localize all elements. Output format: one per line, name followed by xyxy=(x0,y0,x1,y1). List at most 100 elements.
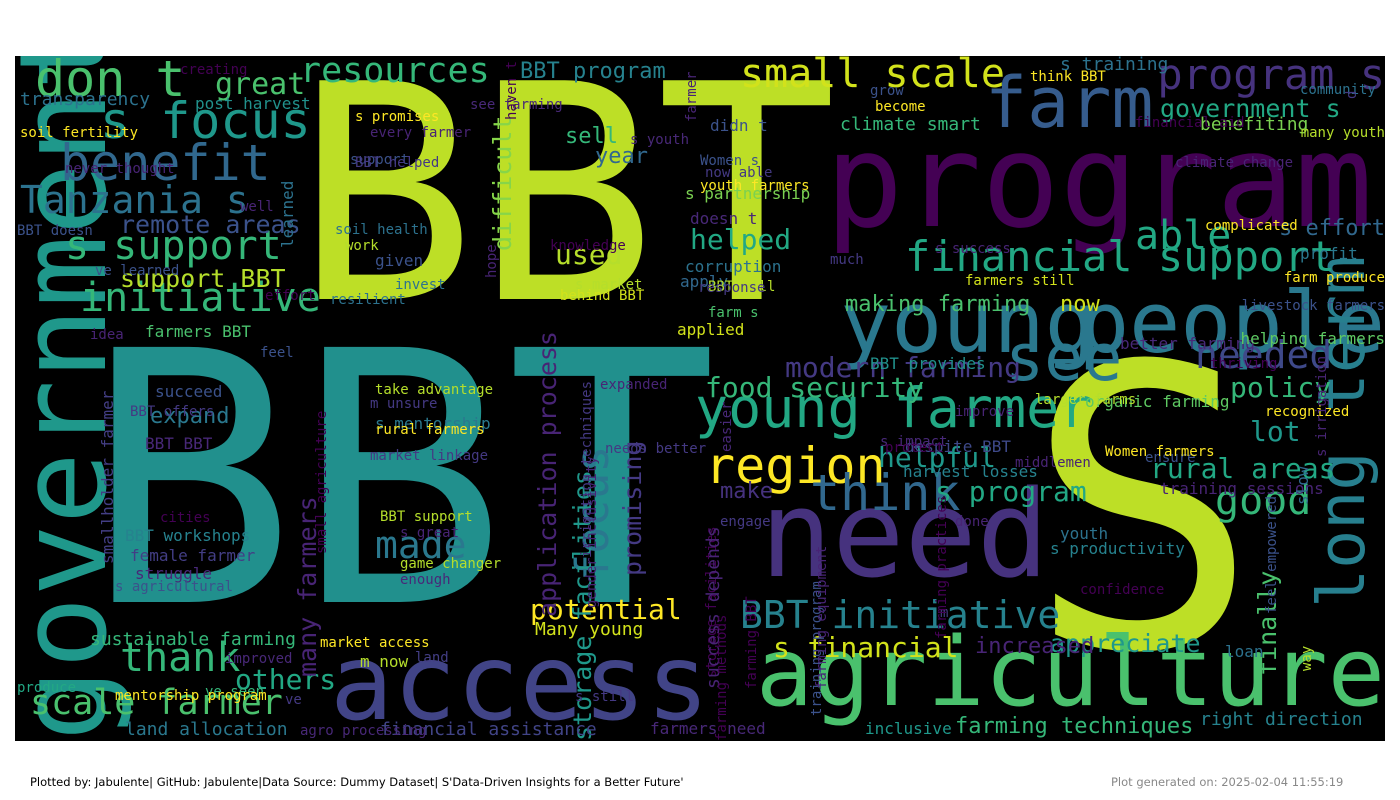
cloud-word: now xyxy=(1060,292,1100,317)
cloud-word: farmer xyxy=(684,71,700,122)
cloud-word: protect xyxy=(885,440,945,456)
cloud-word: invest xyxy=(395,277,446,293)
cloud-word: much xyxy=(830,252,864,268)
cloud-word: s financial xyxy=(773,631,959,664)
cloud-word: m xyxy=(940,605,949,621)
cloud-word: helped xyxy=(690,223,792,256)
cloud-word: Women s xyxy=(700,153,760,169)
cloud-word: thank xyxy=(120,635,241,681)
cloud-word: farming practices xyxy=(934,495,950,639)
cloud-word: succeed xyxy=(155,382,223,401)
cloud-word: farm produce xyxy=(1283,270,1385,286)
cloud-word: people xyxy=(1077,274,1385,373)
cloud-word: every farmer xyxy=(370,125,472,141)
cloud-word: thriving xyxy=(1210,356,1278,372)
cloud-word: effort xyxy=(265,288,316,304)
cloud-word: s market xyxy=(575,277,643,293)
cloud-word: right direction xyxy=(1200,709,1363,730)
cloud-word: confidence xyxy=(1080,582,1165,598)
cloud-word: improve xyxy=(955,404,1015,420)
cloud-word: post harvest xyxy=(195,94,311,113)
cloud-word: s promises xyxy=(355,109,440,125)
cloud-word: improved xyxy=(225,651,293,667)
cloud-word: middlemen xyxy=(1015,455,1091,471)
cloud-word: potential xyxy=(530,593,682,626)
cloud-word: cities xyxy=(160,510,211,526)
cloud-word: remote areas xyxy=(120,210,301,239)
cloud-word: larger farms xyxy=(1035,392,1137,408)
cloud-word: s productivity xyxy=(1050,539,1185,558)
cloud-word: BBT program xyxy=(520,59,666,84)
cloud-word: BBT will xyxy=(708,279,776,295)
cloud-word: land allocation xyxy=(125,719,288,740)
cloud-word: lot xyxy=(1250,415,1301,448)
cloud-word: s impact xyxy=(880,434,948,450)
cloud-word: access xyxy=(330,622,710,741)
cloud-word: BBT provides xyxy=(870,354,986,373)
cloud-word: agro processing xyxy=(300,723,427,739)
cloud-word: farming methods xyxy=(714,614,730,741)
cloud-word: application process xyxy=(533,331,562,617)
cloud-word: program xyxy=(825,105,1373,257)
cloud-word: year xyxy=(595,144,648,169)
cloud-word: difficult xyxy=(488,115,517,251)
cloud-word: Women farmers xyxy=(1105,444,1215,460)
cloud-word: farm xyxy=(985,62,1154,144)
cloud-word: program s xyxy=(1157,56,1385,99)
cloud-word: enough xyxy=(400,572,451,588)
cloud-word: used xyxy=(555,238,623,271)
cloud-word: financial aid xyxy=(1135,115,1245,131)
cloud-word: d xyxy=(1344,90,1360,99)
cloud-word: become xyxy=(875,99,926,115)
cloud-word: well xyxy=(240,199,274,215)
cloud-word: mentorship program xyxy=(115,688,267,704)
cloud-word: m now xyxy=(360,652,409,671)
cloud-word: community xyxy=(1300,82,1376,98)
cloud-word: ve xyxy=(285,692,302,708)
cloud-word: done xyxy=(955,514,989,530)
cloud-word: sustainable farming xyxy=(90,629,296,650)
cloud-word: benefit xyxy=(60,134,271,192)
cloud-word: training sessions xyxy=(1160,479,1324,498)
cloud-word: gender inclusivity xyxy=(584,456,600,608)
cloud-word: BBT workshops xyxy=(125,526,251,545)
cloud-word: benefiting xyxy=(1200,114,1309,135)
cloud-word: better farming xyxy=(1120,334,1255,353)
cloud-word: despite BBT xyxy=(905,437,1011,456)
cloud-word: s irrigation xyxy=(1314,355,1330,457)
cloud-word: climate change xyxy=(1175,155,1294,171)
cloud-word: slow xyxy=(1293,466,1312,505)
cloud-word: BBT doesn xyxy=(17,223,93,239)
cloud-word: haven t xyxy=(504,60,520,120)
cloud-word: knowledge xyxy=(550,238,626,254)
cloud-word: apply xyxy=(680,272,729,291)
cloud-word: engage xyxy=(720,514,771,530)
cloud-word: never thought xyxy=(65,161,175,177)
cloud-word: sell xyxy=(565,124,618,149)
cloud-word: transparency xyxy=(20,89,151,110)
cloud-word: increased xyxy=(975,634,1095,659)
cloud-word: making farming xyxy=(845,292,1031,317)
cloud-word: farmers BBT xyxy=(145,322,251,341)
cloud-word: s mentorship xyxy=(375,414,491,433)
cloud-word: feel empowered xyxy=(1264,495,1280,614)
cloud-word: resources xyxy=(300,56,490,91)
cloud-word: s program xyxy=(935,475,1087,508)
cloud-word: soil health xyxy=(335,222,428,238)
cloud-word: farmers still xyxy=(965,273,1075,289)
cloud-word: youth xyxy=(1060,524,1109,543)
cloud-word: m unsure xyxy=(370,396,438,412)
cloud-word: small scale xyxy=(740,56,1005,97)
cloud-word: many youth xyxy=(1300,125,1385,141)
generated-timestamp: Plot generated on: 2025-02-04 11:55:19 xyxy=(1111,775,1344,789)
cloud-word: BBT initiative xyxy=(740,593,1061,637)
cloud-word: good xyxy=(1215,478,1312,524)
cloud-word: way xyxy=(1299,645,1315,671)
cloud-word: land xyxy=(415,650,449,666)
cloud-word: great xyxy=(215,67,306,102)
cloud-word: able xyxy=(1135,213,1232,259)
cloud-word: expanded xyxy=(600,377,668,393)
cloud-word: learned xyxy=(278,180,297,248)
cloud-word: small agriculture xyxy=(314,410,330,554)
